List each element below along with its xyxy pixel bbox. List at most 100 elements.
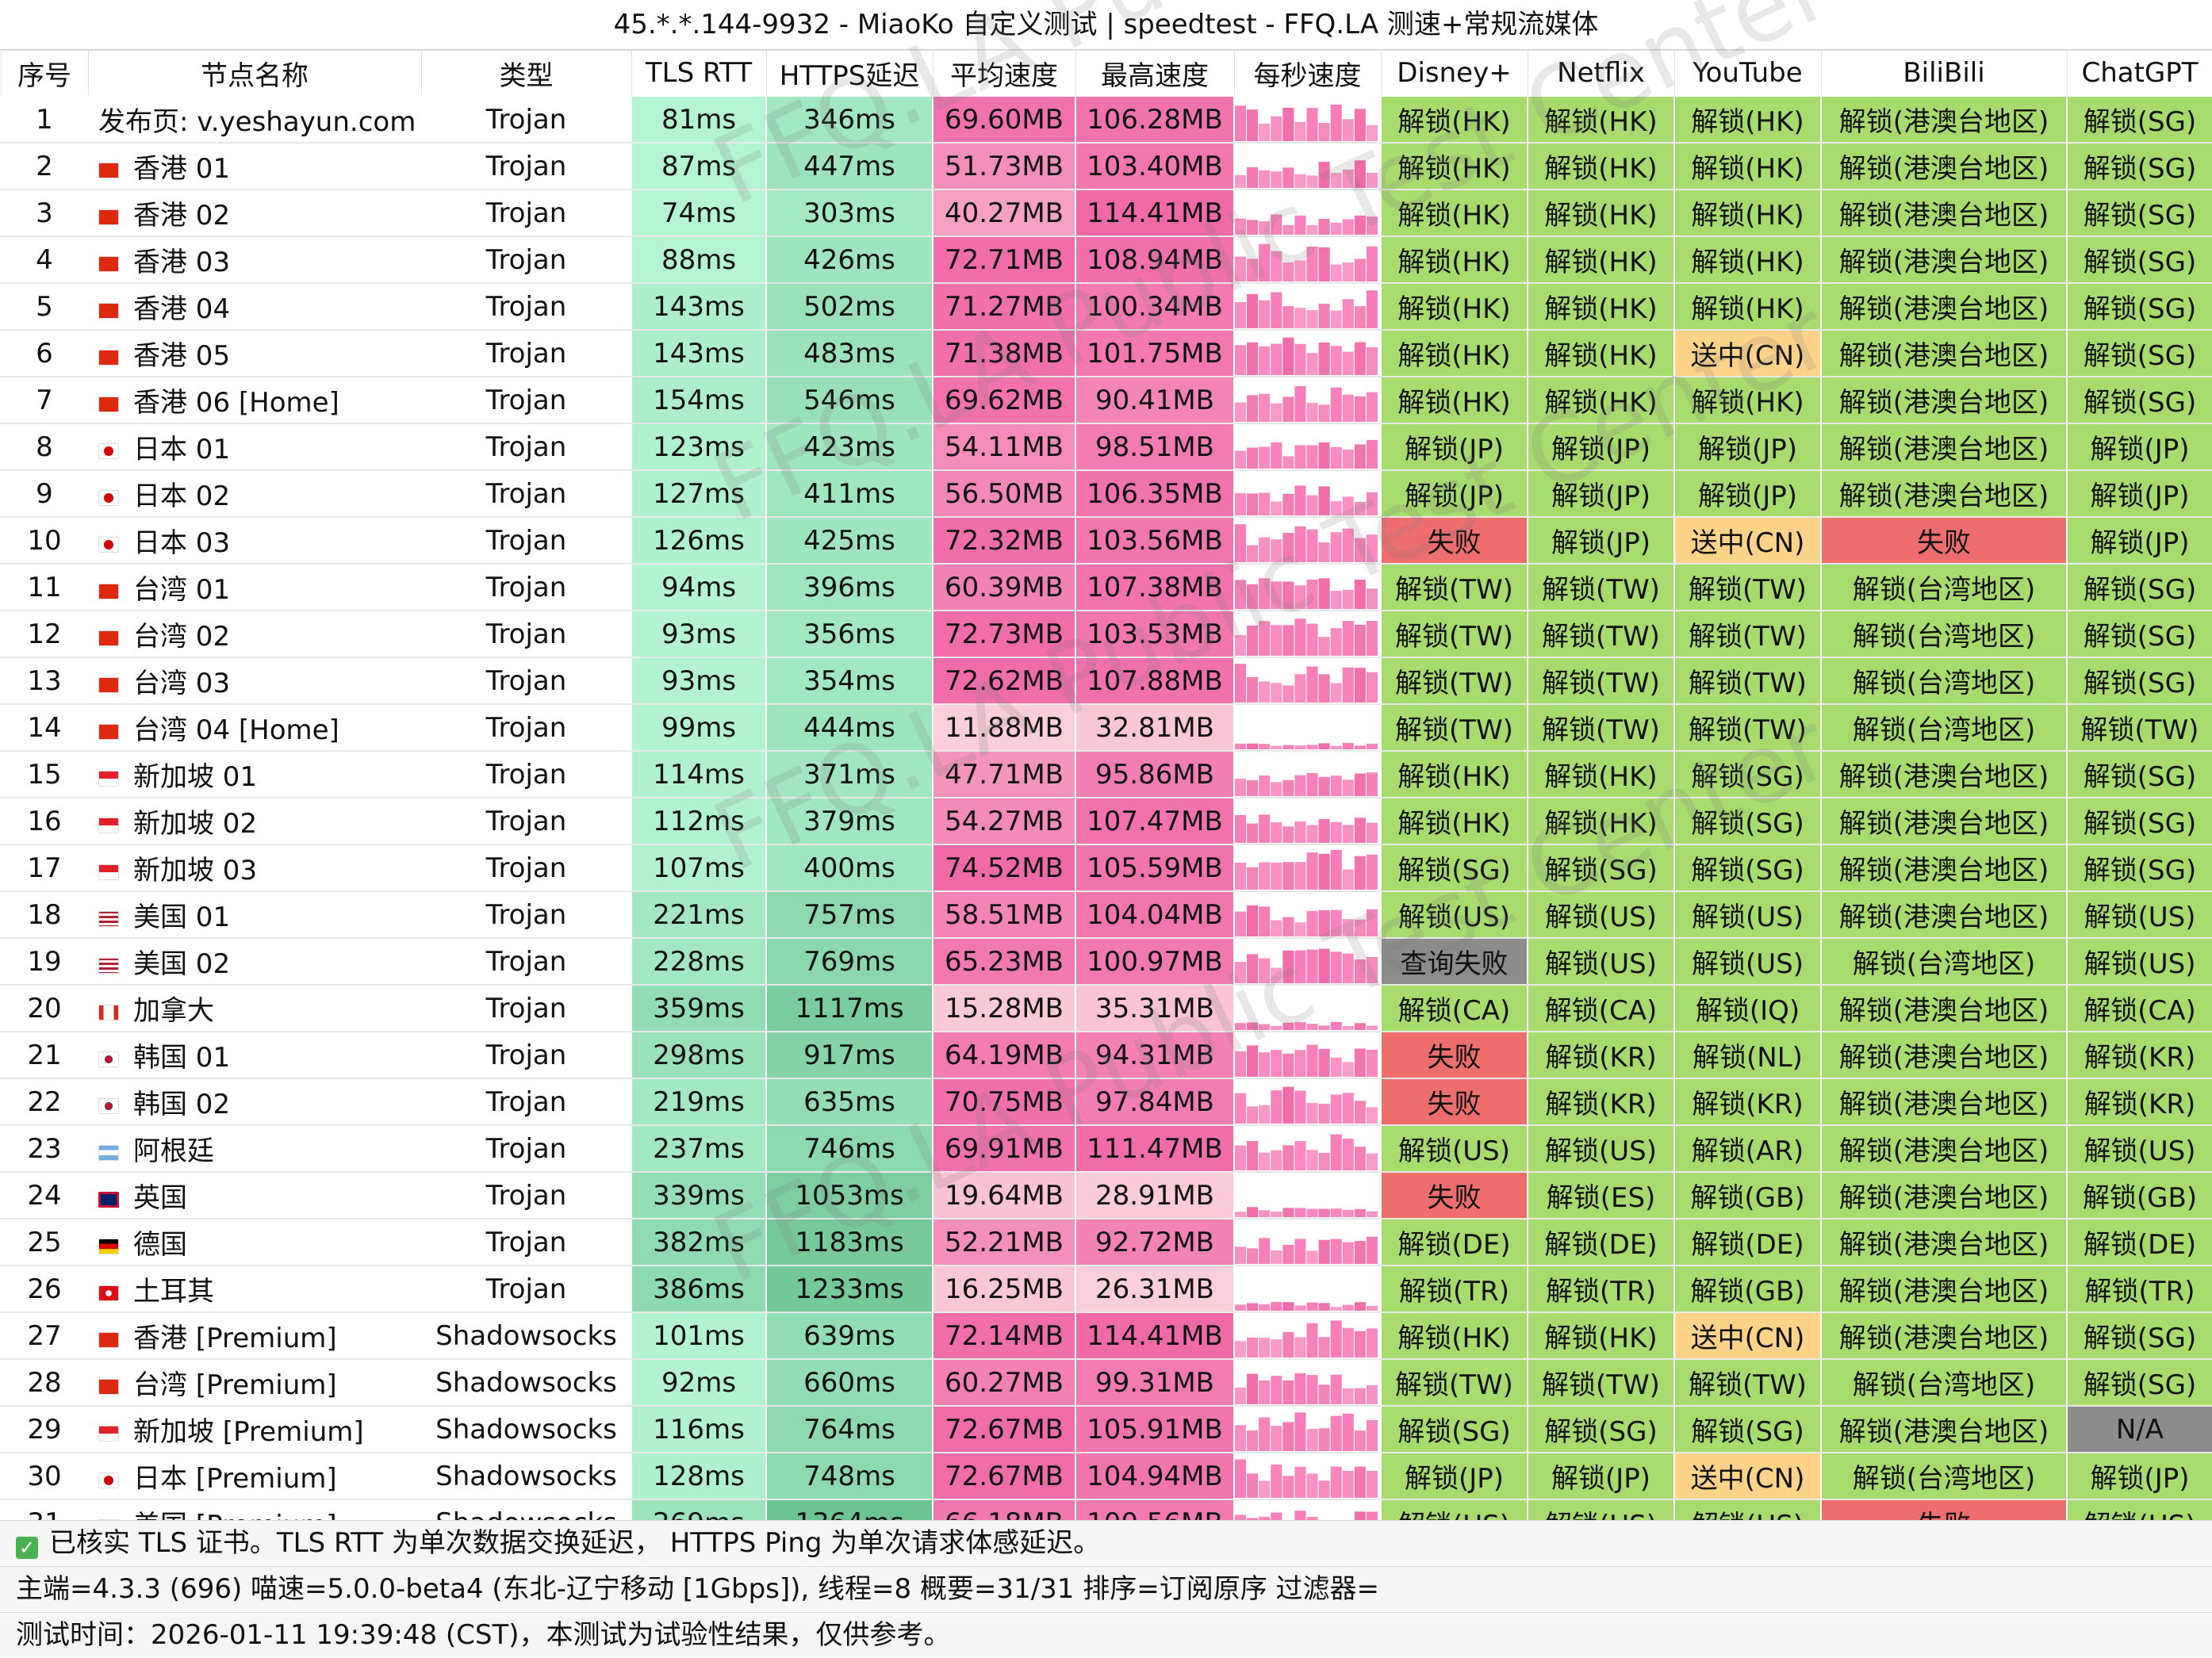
table-row[interactable]: 28 台湾 [Premium] Shadowsocks 92ms 660ms 60.27M… [0,1358,2212,1407]
col-header-index[interactable]: 序号 [0,50,89,97]
per-second-bar [1294,1090,1306,1124]
col-header-https-delay[interactable]: HTTPS延迟 [765,50,933,97]
cell-bilibili: 解锁(台湾地区) [1820,1358,2068,1407]
table-row[interactable]: 11 台湾 01 Trojan 94ms 396ms 60.39MB 107.38MB 解锁(… [0,563,2212,611]
table-row[interactable]: 26 土耳其 Trojan 386ms 1233ms 16.25MB 26.31MB 解锁(T… [0,1265,2212,1313]
per-second-bar [1318,162,1330,188]
per-second-bar [1247,447,1259,469]
per-second-bar [1306,353,1318,375]
col-header-youtube[interactable]: YouTube [1673,50,1822,97]
col-header-per-second[interactable]: 每秒速度 [1233,50,1382,97]
table-row[interactable]: 3 香港 02 Trojan 74ms 303ms 40.27MB 114.41MB 解锁(H… [0,189,2212,237]
per-second-bar [1247,1106,1259,1124]
cell-disney: 解锁(SG) [1380,844,1528,892]
per-second-bar [1282,224,1294,235]
col-header-disney[interactable]: Disney+ [1380,50,1528,97]
cell-netflix: 解锁(JP) [1527,423,1675,471]
table-row[interactable]: 4 香港 03 Trojan 88ms 426ms 72.71MB 108.94MB 解锁(H… [0,235,2212,284]
cell-max-speed: 28.91MB [1075,1171,1235,1220]
table-row[interactable]: 22 韩国 02 Trojan 219ms 635ms 70.75MB 97.84MB 失败解… [0,1078,2212,1126]
cell-per-second-speed [1233,1124,1382,1173]
per-second-bar [1271,1339,1282,1357]
cell-bilibili: 解锁(港澳台地区) [1820,1078,2068,1126]
cell-per-second-speed [1233,657,1382,705]
table-row[interactable]: 8 日本 01 Trojan 123ms 423ms 54.11MB 98.51MB 解锁(J… [0,423,2212,471]
table-row[interactable]: 24 英国 Trojan 339ms 1053ms 19.64MB 28.91MB 失败 解锁(… [0,1171,2212,1220]
table-row[interactable]: 13 台湾 03 Trojan 93ms 354ms 72.62MB 107.88MB 解锁(… [0,657,2212,705]
table-row[interactable]: 1 发布页: v.yeshayun.com Trojan 81ms 346ms 69.60… [0,95,2212,144]
per-second-bar [1236,1425,1247,1451]
per-second-bar [1282,1086,1294,1124]
col-header-type[interactable]: 类型 [420,50,632,97]
cell-netflix: 解锁(CA) [1527,984,1675,1032]
per-second-bar [1247,1473,1259,1498]
col-header-netflix[interactable]: Netflix [1527,50,1675,97]
cell-youtube: 送中(CN) [1673,1452,1822,1500]
per-second-bar [1294,121,1306,141]
per-second-bar [1366,1107,1378,1124]
table-row[interactable]: 29 新加坡 [Premium] Shadowsocks 116ms 764ms 72.6… [0,1405,2212,1453]
table-row[interactable]: 12 台湾 02 Trojan 93ms 356ms 72.73MB 103.53MB 解锁(… [0,610,2212,658]
table-row[interactable]: 10 日本 03 Trojan 126ms 425ms 72.32MB 103.56MB 失败… [0,516,2212,565]
cell-https-delay: 425ms [765,516,933,565]
cell-chatgpt: 解锁(SG) [2066,797,2212,845]
cell-youtube: 解锁(JP) [1673,423,1822,471]
col-header-name[interactable]: 节点名称 [87,50,422,97]
table-row[interactable]: 30 日本 [Premium] Shadowsocks 128ms 748ms 72.67… [0,1452,2212,1500]
per-second-bar [1294,1050,1306,1077]
per-second-bar [1318,1104,1330,1124]
table-row[interactable]: 19 美国 02 Trojan 228ms 769ms 65.23MB 100.97MB 查询… [0,937,2212,986]
per-second-bar [1318,1208,1330,1217]
col-header-max-speed[interactable]: 最高速度 [1075,50,1235,97]
per-second-bar [1354,444,1366,469]
per-second-bar [1259,1480,1271,1498]
cell-youtube: 解锁(HK) [1673,376,1822,424]
table-row[interactable]: 5 香港 04 Trojan 143ms 502ms 71.27MB 100.34MB 解锁(… [0,282,2212,331]
per-second-bar [1318,404,1330,422]
col-header-bilibili[interactable]: BiliBili [1820,50,2068,97]
node-name-label: 香港 [Premium] [133,1323,337,1354]
col-header-tls-rtt[interactable]: TLS RTT [631,50,767,97]
per-second-bar [1354,1208,1366,1217]
node-name-label: 美国 01 [133,902,231,933]
table-row[interactable]: 14 台湾 04 [Home] Trojan 99ms 444ms 11.88MB 32.8… [0,703,2212,752]
col-header-avg-speed[interactable]: 平均速度 [932,50,1076,97]
cell-disney: 解锁(HK) [1380,329,1528,377]
node-name-label: 台湾 04 [Home] [133,714,339,746]
cell-avg-speed: 19.64MB [932,1171,1076,1220]
table-row[interactable]: 9 日本 02 Trojan 127ms 411ms 56.50MB 106.35MB 解锁(… [0,469,2212,518]
cell-index: 27 [0,1311,89,1360]
per-second-bar [1271,1212,1282,1217]
cell-bilibili: 解锁(港澳台地区) [1820,1171,2068,1220]
table-row[interactable]: 20 加拿大 Trojan 359ms 1117ms 15.28MB 35.31MB 解锁(C… [0,984,2212,1032]
cell-tls-rtt: 128ms [631,1452,767,1500]
table-row[interactable]: 2 香港 01 Trojan 87ms 447ms 51.73MB 103.40MB 解锁(H… [0,142,2212,190]
flag-us-icon [98,910,119,927]
table-row[interactable]: 16 新加坡 02 Trojan 112ms 379ms 54.27MB 107.47MB 解… [0,797,2212,845]
table-row[interactable]: 17 新加坡 03 Trojan 107ms 400ms 74.52MB 105.59MB 解… [0,844,2212,892]
cell-disney: 解锁(HK) [1380,282,1528,331]
cell-type: Trojan [420,610,632,658]
per-second-bar [1294,1305,1306,1311]
per-second-bar [1294,260,1306,281]
table-row[interactable]: 18 美国 01 Trojan 221ms 757ms 58.51MB 104.04MB 解锁… [0,890,2212,939]
table-row[interactable]: 21 韩国 01 Trojan 298ms 917ms 64.19MB 94.31MB 失败解… [0,1031,2212,1079]
cell-type: Trojan [420,797,632,845]
per-second-bar [1247,109,1259,141]
table-row[interactable]: 15 新加坡 01 Trojan 114ms 371ms 47.71MB 95.86MB 解锁… [0,750,2212,798]
col-header-chatgpt[interactable]: ChatGPT [2066,50,2212,97]
table-row[interactable]: 23 阿根廷 Trojan 237ms 746ms 69.91MB 111.47MB 解锁(U… [0,1124,2212,1173]
table-row[interactable]: 27 香港 [Premium] Shadowsocks 101ms 639ms 72.14… [0,1311,2212,1360]
cell-youtube: 解锁(TW) [1673,657,1822,705]
cell-tls-rtt: 92ms [631,1358,767,1407]
cell-netflix: 解锁(HK) [1527,797,1675,845]
table-row[interactable]: 7 香港 06 [Home] Trojan 154ms 546ms 69.62MB 90.4… [0,376,2212,424]
table-row[interactable]: 6 香港 05 Trojan 143ms 483ms 71.38MB 101.75MB 解锁(… [0,329,2212,377]
table-row[interactable]: 25 德国 Trojan 382ms 1183ms 52.21MB 92.72MB 解锁(DE… [0,1218,2212,1266]
cell-per-second-speed [1233,984,1382,1032]
cell-avg-speed: 64.19MB [932,1031,1076,1079]
per-second-bar [1330,1374,1342,1404]
cell-disney: 失败 [1380,1078,1528,1126]
per-second-bar [1236,105,1247,141]
cell-node-name: 德国 [87,1218,422,1266]
